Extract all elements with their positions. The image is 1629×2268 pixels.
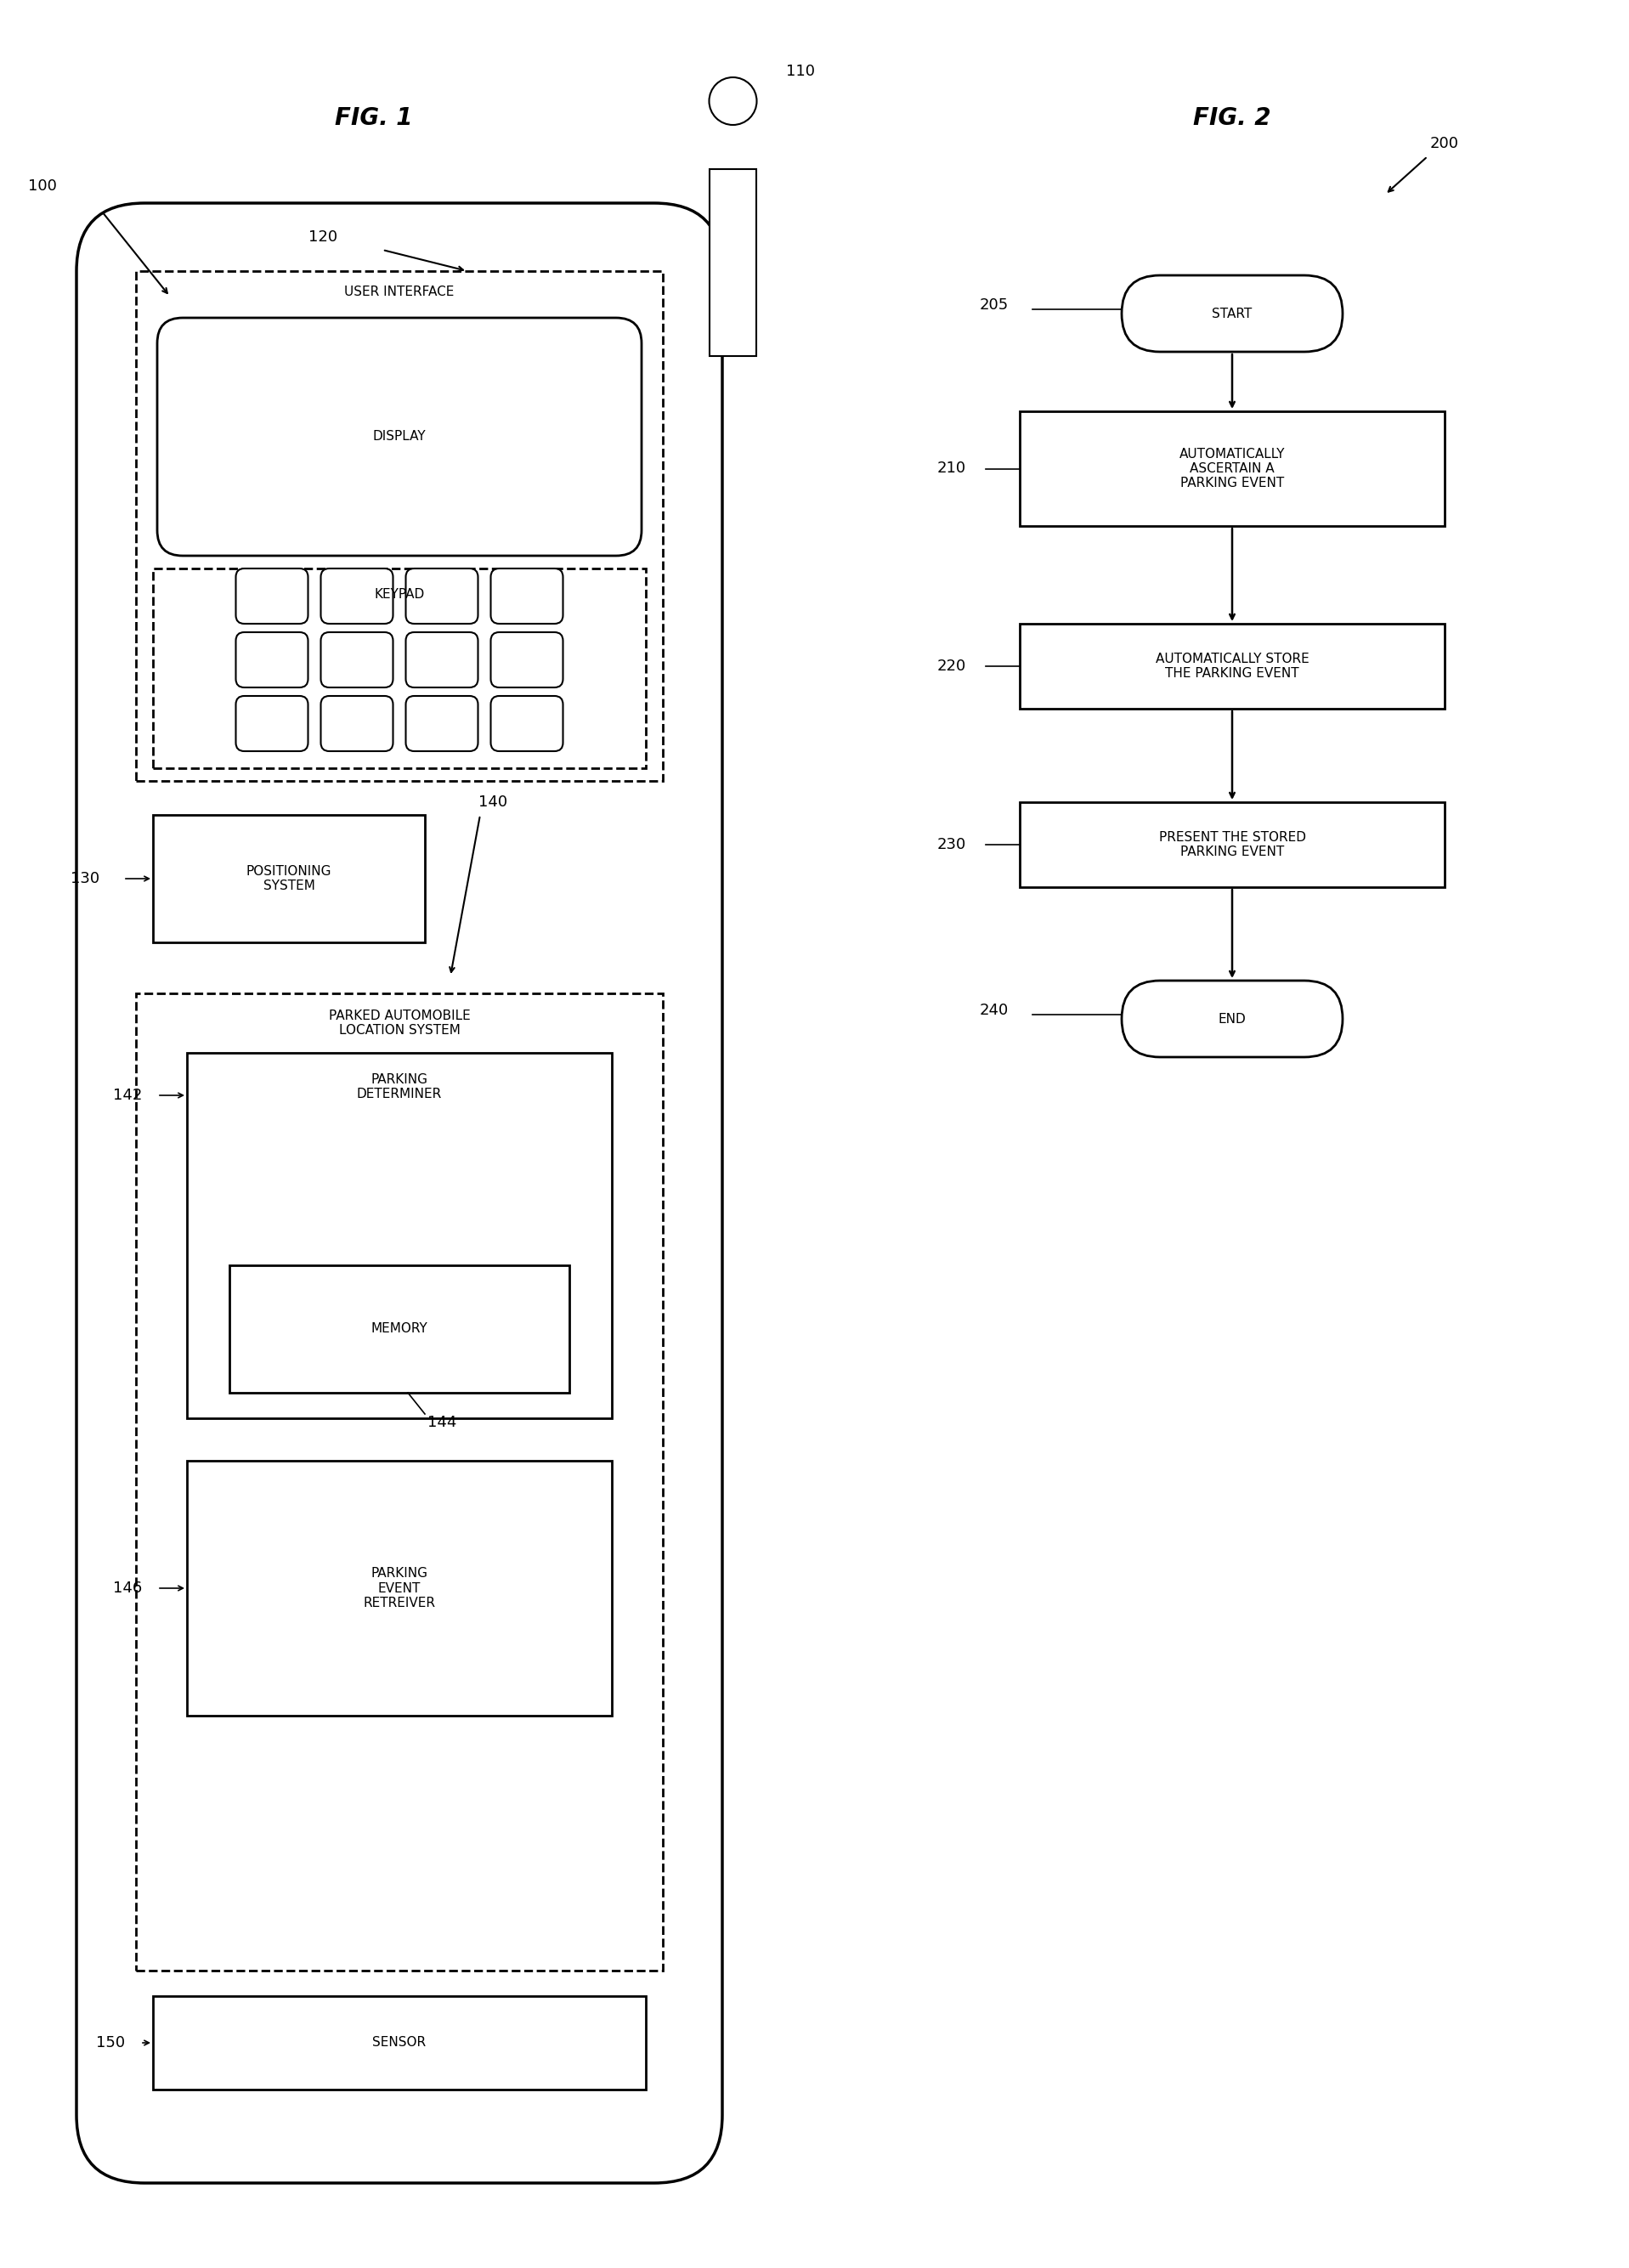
- Text: 230: 230: [937, 837, 966, 853]
- FancyBboxPatch shape: [230, 1266, 570, 1393]
- FancyBboxPatch shape: [187, 1052, 613, 1418]
- FancyBboxPatch shape: [321, 633, 393, 687]
- Text: START: START: [1212, 306, 1253, 320]
- Text: 220: 220: [937, 658, 966, 674]
- FancyBboxPatch shape: [187, 1461, 613, 1715]
- Text: 120: 120: [308, 229, 337, 245]
- FancyBboxPatch shape: [321, 569, 393, 624]
- Circle shape: [709, 77, 757, 125]
- Bar: [710, 170, 756, 356]
- Text: 146: 146: [112, 1581, 142, 1597]
- FancyBboxPatch shape: [1020, 411, 1445, 526]
- Text: 110: 110: [787, 64, 814, 79]
- Text: PARKING
EVENT
RETREIVER: PARKING EVENT RETREIVER: [363, 1567, 435, 1610]
- FancyBboxPatch shape: [236, 696, 308, 751]
- Text: 140: 140: [479, 794, 507, 810]
- Text: PARKING
DETERMINER: PARKING DETERMINER: [357, 1073, 441, 1100]
- Text: FIG. 1: FIG. 1: [336, 107, 412, 129]
- FancyBboxPatch shape: [135, 993, 663, 1971]
- FancyBboxPatch shape: [153, 814, 425, 943]
- Text: 210: 210: [937, 460, 966, 476]
- Text: USER INTERFACE: USER INTERFACE: [344, 286, 454, 299]
- FancyBboxPatch shape: [406, 569, 477, 624]
- Text: MEMORY: MEMORY: [371, 1322, 428, 1336]
- FancyBboxPatch shape: [153, 569, 645, 769]
- Text: SENSOR: SENSOR: [373, 2037, 427, 2050]
- Text: DISPLAY: DISPLAY: [373, 431, 427, 442]
- FancyBboxPatch shape: [236, 569, 308, 624]
- FancyBboxPatch shape: [406, 696, 477, 751]
- FancyBboxPatch shape: [135, 272, 663, 780]
- Text: KEYPAD: KEYPAD: [375, 587, 425, 601]
- FancyBboxPatch shape: [490, 569, 564, 624]
- FancyBboxPatch shape: [406, 633, 477, 687]
- Text: PRESENT THE STORED
PARKING EVENT: PRESENT THE STORED PARKING EVENT: [1158, 830, 1306, 857]
- Text: PARKED AUTOMOBILE
LOCATION SYSTEM: PARKED AUTOMOBILE LOCATION SYSTEM: [329, 1009, 471, 1036]
- FancyBboxPatch shape: [490, 696, 564, 751]
- FancyBboxPatch shape: [490, 633, 564, 687]
- Text: AUTOMATICALLY STORE
THE PARKING EVENT: AUTOMATICALLY STORE THE PARKING EVENT: [1155, 653, 1310, 680]
- Text: 200: 200: [1430, 136, 1460, 152]
- Text: 240: 240: [979, 1002, 1008, 1018]
- Text: END: END: [1218, 1012, 1246, 1025]
- FancyBboxPatch shape: [153, 1996, 645, 2089]
- FancyBboxPatch shape: [1122, 980, 1342, 1057]
- FancyBboxPatch shape: [236, 633, 308, 687]
- FancyBboxPatch shape: [158, 318, 642, 556]
- Text: 142: 142: [112, 1089, 142, 1102]
- FancyBboxPatch shape: [1020, 624, 1445, 708]
- FancyBboxPatch shape: [321, 696, 393, 751]
- Text: 100: 100: [28, 179, 57, 193]
- Text: 144: 144: [427, 1415, 456, 1431]
- FancyBboxPatch shape: [77, 204, 722, 2184]
- Text: POSITIONING
SYSTEM: POSITIONING SYSTEM: [246, 864, 332, 891]
- FancyBboxPatch shape: [1020, 803, 1445, 887]
- FancyBboxPatch shape: [1122, 274, 1342, 352]
- Text: FIG. 2: FIG. 2: [1194, 107, 1271, 129]
- Text: 150: 150: [96, 2034, 125, 2050]
- Text: 205: 205: [979, 297, 1008, 313]
- Text: 130: 130: [70, 871, 99, 887]
- Text: AUTOMATICALLY
ASCERTAIN A
PARKING EVENT: AUTOMATICALLY ASCERTAIN A PARKING EVENT: [1179, 447, 1285, 490]
